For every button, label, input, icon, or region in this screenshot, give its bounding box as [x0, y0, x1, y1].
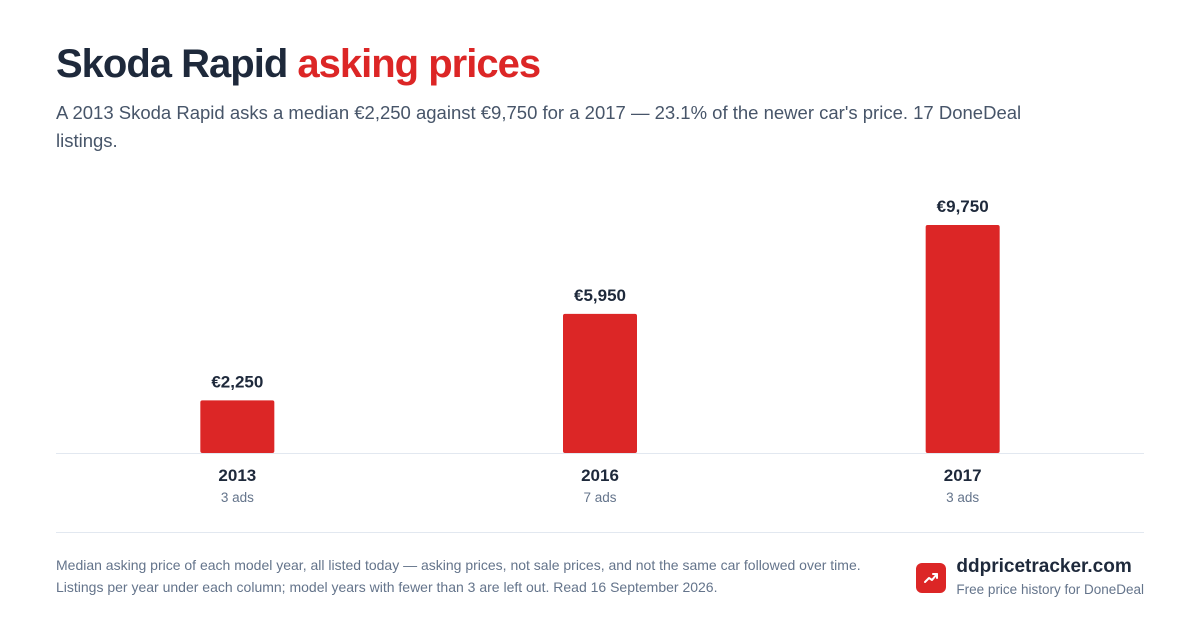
- bar-2016: [563, 313, 637, 453]
- brand[interactable]: ddpricetracker.com Free price history fo…: [916, 556, 1144, 600]
- brand-tagline: Free price history for DoneDeal: [956, 582, 1144, 597]
- brand-name[interactable]: ddpricetracker.com: [956, 556, 1132, 577]
- value-label-2013: €2,250: [211, 372, 263, 391]
- category-label-2013: 2013: [218, 466, 256, 485]
- ads-count-2016: 7 ads: [583, 490, 616, 505]
- footer-note: Median asking price of each model year, …: [56, 557, 861, 595]
- trending-up-icon: [916, 563, 947, 593]
- category-label-2016: 2016: [581, 466, 619, 485]
- bar-2013: [200, 400, 275, 453]
- title-accent: asking prices: [297, 42, 541, 86]
- value-label-2017: €9,750: [937, 197, 989, 216]
- footer-divider: [56, 532, 1144, 533]
- category-label-2017: 2017: [944, 466, 982, 485]
- bar-chart: €2,250 2013 3 ads €5,950 2016 7 ads €9,750 2017…: [56, 197, 1144, 505]
- title-main: Skoda Rapid: [56, 42, 288, 86]
- value-label-2016: €5,950: [574, 286, 626, 305]
- ads-count-2017: 3 ads: [946, 490, 979, 505]
- bar-2017: [925, 225, 1000, 453]
- chart-subtitle: A 2013 Skoda Rapid asks a median €2,250 …: [56, 102, 1022, 151]
- page-title: Skoda Rapid asking prices: [56, 40, 541, 88]
- ads-count-2013: 3 ads: [221, 490, 254, 505]
